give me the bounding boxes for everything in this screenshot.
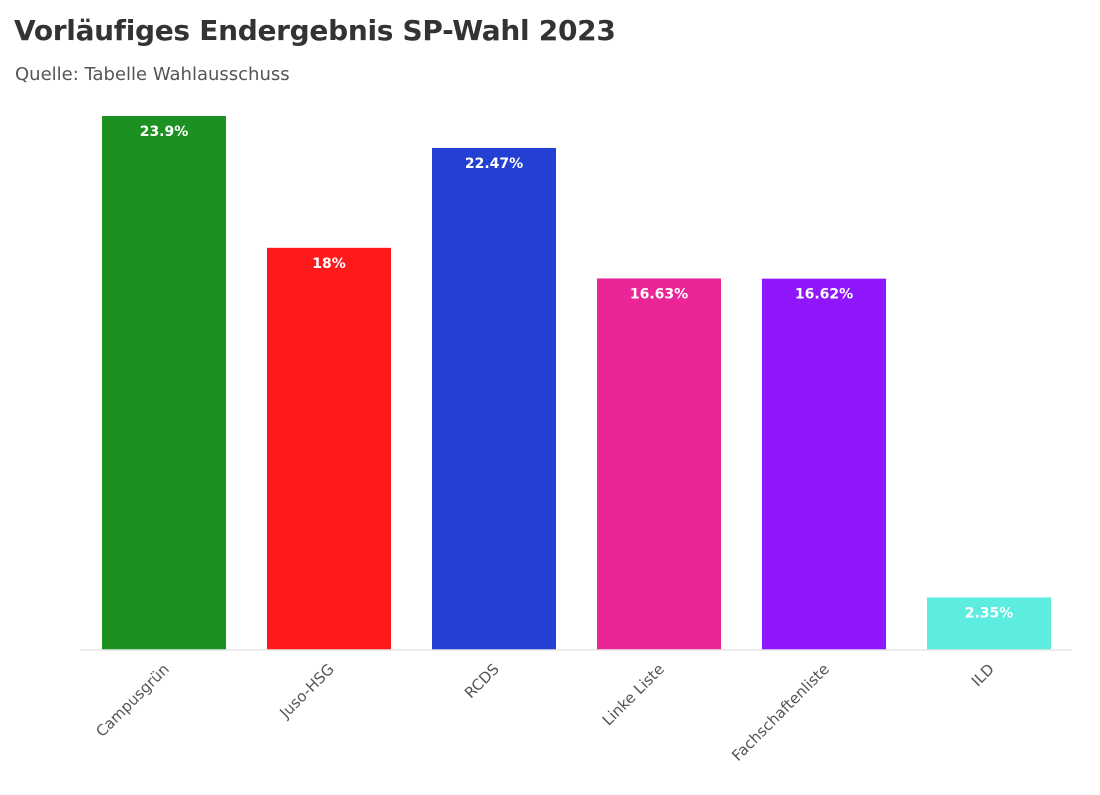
x-tick-label: Campusgrün: [92, 660, 172, 740]
data-label: 22.47%: [465, 156, 523, 172]
x-tick-label: ILD: [968, 660, 998, 690]
data-label: 16.63%: [630, 286, 688, 302]
bar-rcds: [432, 147, 556, 650]
bar-juso-hsg: [267, 247, 391, 650]
bar-ild: [927, 597, 1051, 650]
x-axis-ticks: Campusgrün Juso-HSG RCDS Linke Liste Fachsch…: [92, 660, 997, 765]
chart-subtitle: Quelle: Tabelle Wahlausschuss: [15, 64, 290, 85]
data-label: 23.9%: [140, 124, 189, 140]
bar-campusgrün: [102, 116, 226, 650]
data-label: 2.35%: [965, 605, 1014, 621]
data-label: 16.62%: [795, 287, 853, 303]
data-label: 18%: [312, 256, 346, 272]
x-tick-label: Juso-HSG: [276, 660, 338, 722]
bars-layer: 23.9% 18% 22.47% 16.63% 16.62% 2.35%: [102, 116, 1051, 650]
x-tick-label: Fachschaftenliste: [728, 660, 833, 765]
x-tick-label: Linke Liste: [599, 660, 668, 729]
bar-fachschaftenliste: [762, 278, 886, 650]
chart-title: Vorläufiges Endergebnis SP-Wahl 2023: [14, 14, 616, 47]
bar-linke-liste: [597, 278, 721, 650]
x-tick-label: RCDS: [461, 660, 503, 702]
